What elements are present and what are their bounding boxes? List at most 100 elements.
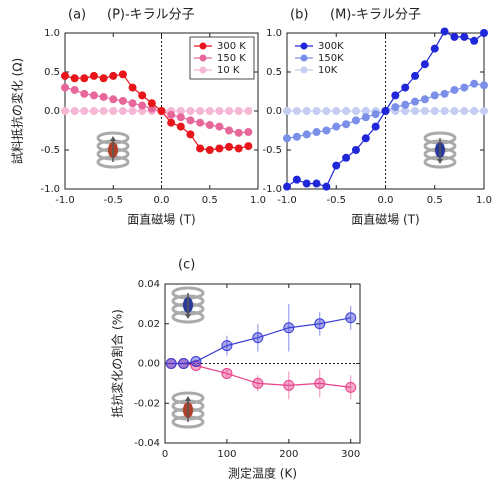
point (61, 107, 69, 115)
point (235, 144, 243, 152)
legend-label: 300K (318, 41, 344, 52)
point (382, 107, 390, 115)
point (244, 107, 252, 115)
y-tick-label: -1.0 (40, 184, 60, 195)
point (167, 119, 175, 127)
point (61, 84, 69, 92)
point (293, 133, 301, 141)
legend-label: 10K (318, 65, 338, 76)
y-tick-label: 1.0 (266, 28, 282, 39)
point (362, 113, 370, 121)
point (431, 91, 439, 99)
x-tick-label: 0.5 (202, 195, 218, 206)
point (129, 107, 137, 115)
panel-label: (a) (68, 8, 86, 23)
point (244, 128, 252, 136)
point (119, 97, 127, 105)
figure: (a)(P)-キラル分子-1.0-0.50.00.51.0-1.0-0.50.0… (0, 0, 494, 495)
point (138, 102, 146, 110)
y-axis-label: 試料抵抗の変化 (Ω) (10, 58, 25, 164)
point (470, 80, 478, 88)
point (293, 176, 301, 184)
point (90, 72, 98, 80)
spin-arrow-head (110, 136, 116, 141)
legend-label: 150 K (217, 53, 246, 64)
panel-title: (M)-キラル分子 (330, 8, 421, 23)
point (166, 359, 176, 369)
point (61, 72, 69, 80)
point (284, 380, 294, 390)
point (352, 146, 360, 154)
y-axis-label: 抵抗変化の割合 (%) (110, 309, 125, 418)
point (109, 95, 117, 103)
point (441, 107, 449, 115)
point (372, 123, 380, 131)
point (421, 95, 429, 103)
point (315, 319, 325, 329)
point (177, 113, 185, 121)
point (480, 107, 488, 115)
x-tick-label: 0.5 (427, 195, 443, 206)
point (460, 107, 468, 115)
point (411, 98, 419, 106)
point (480, 81, 488, 89)
point (100, 74, 108, 82)
legend-marker (301, 67, 308, 74)
point (129, 84, 137, 92)
point (303, 107, 311, 115)
x-axis-label: 面直磁場 (T) (351, 212, 420, 227)
point (158, 107, 166, 115)
point (244, 142, 252, 150)
point (253, 378, 263, 388)
point (90, 91, 98, 99)
point (235, 107, 243, 115)
point (421, 60, 429, 68)
legend-label: 10 K (217, 65, 240, 76)
point (313, 180, 321, 188)
point (215, 123, 223, 131)
point (332, 162, 340, 170)
point (431, 107, 439, 115)
point (283, 183, 291, 191)
y-tick-label: 0.04 (138, 279, 160, 290)
x-tick-label: 100 (217, 449, 236, 460)
legend-label: 150K (318, 53, 344, 64)
point (119, 107, 127, 115)
point (372, 110, 380, 118)
x-axis-label: 面直磁場 (T) (127, 212, 196, 227)
x-tick-label: 0.0 (378, 195, 394, 206)
y-tick-label: 0.02 (138, 319, 160, 330)
point (119, 70, 127, 78)
point (235, 129, 243, 137)
point (225, 107, 233, 115)
point (315, 378, 325, 388)
point (191, 357, 201, 367)
point (322, 183, 330, 191)
point (441, 27, 449, 35)
point (313, 107, 321, 115)
y-tick-label: -0.5 (262, 145, 282, 156)
point (71, 86, 79, 94)
point (362, 134, 370, 142)
legend-marker (301, 55, 308, 62)
point (322, 107, 330, 115)
y-tick-label: 0.5 (44, 67, 60, 78)
point (100, 93, 108, 101)
point (138, 91, 146, 99)
point (71, 74, 79, 82)
legend-marker (200, 43, 207, 50)
point (470, 37, 478, 45)
point (313, 128, 321, 136)
y-tick-label: -1.0 (262, 184, 282, 195)
point (450, 33, 458, 41)
point (90, 107, 98, 115)
point (196, 119, 204, 127)
legend-marker (301, 43, 308, 50)
point (421, 107, 429, 115)
point (283, 134, 291, 142)
point (222, 341, 232, 351)
point (431, 45, 439, 53)
point (332, 123, 340, 131)
point (186, 107, 194, 115)
point (342, 154, 350, 162)
